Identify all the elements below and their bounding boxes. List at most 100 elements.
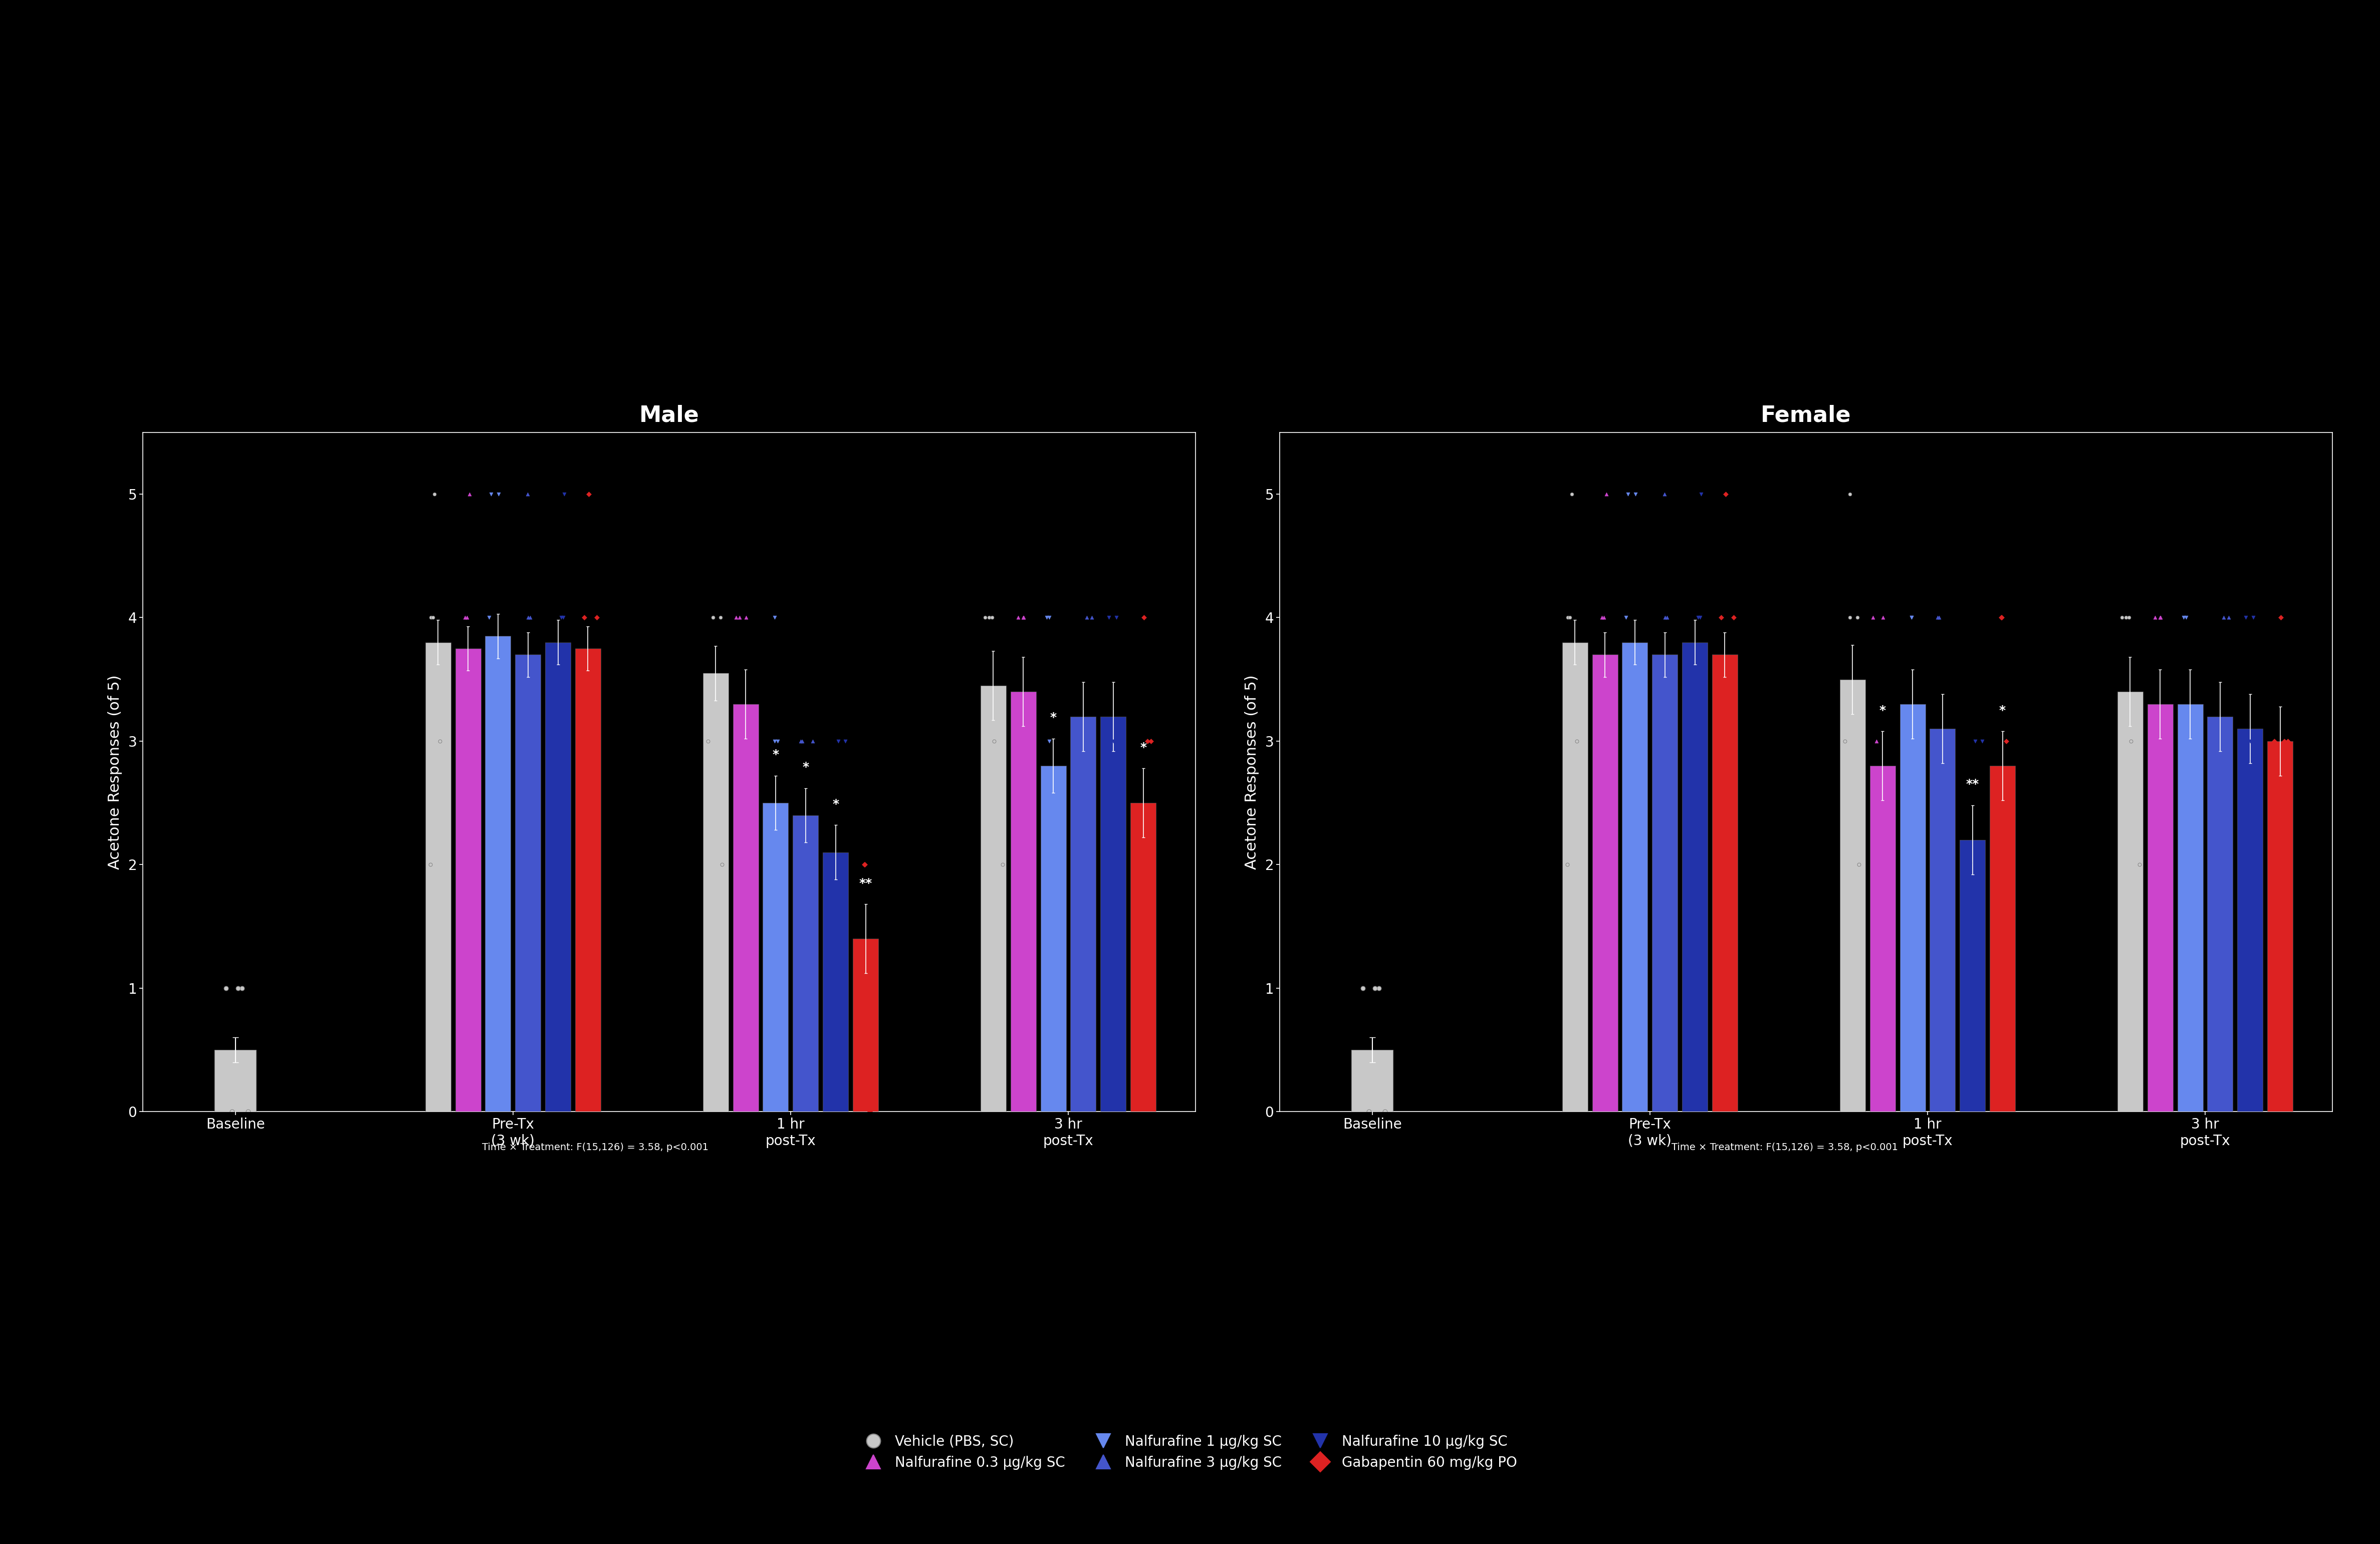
Point bbox=[1552, 605, 1590, 630]
Bar bbox=[1130, 803, 1157, 1112]
Point bbox=[716, 605, 754, 630]
Point bbox=[781, 729, 819, 753]
Point bbox=[1706, 482, 1745, 506]
Point bbox=[1128, 729, 1166, 753]
Text: *: * bbox=[774, 749, 778, 761]
Point bbox=[1930, 729, 1968, 753]
Point bbox=[1583, 605, 1621, 630]
Point bbox=[1680, 605, 1718, 630]
Bar bbox=[1711, 655, 1737, 1112]
Text: *: * bbox=[802, 761, 809, 774]
Point bbox=[2228, 729, 2266, 753]
Point bbox=[1825, 729, 1864, 753]
Point bbox=[1649, 852, 1687, 877]
Point bbox=[509, 482, 547, 506]
Point bbox=[545, 482, 583, 506]
Point bbox=[845, 852, 883, 877]
Title: Female: Female bbox=[1761, 405, 1852, 426]
Bar bbox=[702, 673, 728, 1112]
Bar bbox=[852, 939, 878, 1112]
Point bbox=[2104, 605, 2142, 630]
Point bbox=[1119, 852, 1157, 877]
Point bbox=[1918, 605, 1956, 630]
Point bbox=[1004, 605, 1042, 630]
Point bbox=[695, 605, 733, 630]
Point bbox=[1090, 729, 1128, 753]
Point bbox=[509, 729, 547, 753]
Point bbox=[814, 976, 852, 1001]
Point bbox=[2268, 729, 2306, 753]
Point bbox=[721, 605, 759, 630]
Point bbox=[481, 852, 519, 877]
Point bbox=[1854, 605, 1892, 630]
Point bbox=[2149, 729, 2187, 753]
Bar bbox=[2178, 704, 2204, 1112]
Point bbox=[826, 729, 864, 753]
Point bbox=[224, 976, 262, 1001]
Bar bbox=[2118, 692, 2142, 1112]
Point bbox=[1066, 852, 1104, 877]
Y-axis label: Acetone Responses (of 5): Acetone Responses (of 5) bbox=[1245, 675, 1259, 869]
Point bbox=[512, 852, 550, 877]
Point bbox=[1840, 852, 1878, 877]
Point bbox=[2192, 729, 2230, 753]
Point bbox=[781, 976, 819, 1001]
Text: Time × Treatment: F(15,126) = 3.58, p<0.001: Time × Treatment: F(15,126) = 3.58, p<0.… bbox=[481, 1143, 709, 1152]
Text: *: * bbox=[1140, 741, 1147, 753]
Point bbox=[509, 605, 547, 630]
Point bbox=[1952, 852, 1990, 877]
Point bbox=[1549, 605, 1587, 630]
Point bbox=[2202, 852, 2240, 877]
Point bbox=[1587, 482, 1626, 506]
Point bbox=[850, 1099, 888, 1124]
Point bbox=[2142, 605, 2180, 630]
Point bbox=[1357, 976, 1395, 1001]
Bar bbox=[486, 636, 512, 1112]
Point bbox=[1683, 482, 1721, 506]
Bar bbox=[1871, 766, 1894, 1112]
Point bbox=[1592, 852, 1630, 877]
Point bbox=[1616, 852, 1654, 877]
Point bbox=[207, 976, 245, 1001]
Point bbox=[1647, 729, 1685, 753]
Point bbox=[702, 852, 740, 877]
Bar bbox=[2147, 704, 2173, 1112]
Point bbox=[1071, 729, 1109, 753]
Point bbox=[971, 605, 1009, 630]
Bar bbox=[455, 648, 481, 1112]
Point bbox=[1028, 605, 1066, 630]
Bar bbox=[1561, 642, 1587, 1112]
Point bbox=[1892, 605, 1930, 630]
Point bbox=[1014, 729, 1052, 753]
Y-axis label: Acetone Responses (of 5): Acetone Responses (of 5) bbox=[107, 675, 121, 869]
Bar bbox=[1683, 642, 1706, 1112]
Point bbox=[1892, 605, 1930, 630]
Bar bbox=[1592, 655, 1618, 1112]
Bar bbox=[1652, 655, 1678, 1112]
Point bbox=[1359, 976, 1397, 1001]
Point bbox=[414, 605, 452, 630]
Legend: Vehicle (PBS, SC), Nalfurafine 0.3 μg/kg SC, Nalfurafine 1 μg/kg SC, Nalfurafine: Vehicle (PBS, SC), Nalfurafine 0.3 μg/kg… bbox=[857, 1430, 1523, 1475]
Point bbox=[2132, 852, 2171, 877]
Bar bbox=[1840, 679, 1866, 1112]
Point bbox=[2161, 729, 2199, 753]
Point bbox=[850, 976, 888, 1001]
Bar bbox=[1899, 704, 1925, 1112]
Bar bbox=[1959, 840, 1985, 1112]
Point bbox=[1366, 1099, 1404, 1124]
Point bbox=[1552, 482, 1590, 506]
Bar bbox=[2206, 716, 2232, 1112]
Point bbox=[2256, 729, 2294, 753]
Point bbox=[1609, 482, 1647, 506]
Text: *: * bbox=[1880, 704, 1885, 716]
Point bbox=[1000, 605, 1038, 630]
Point bbox=[1680, 729, 1718, 753]
Point bbox=[2106, 605, 2144, 630]
Point bbox=[754, 729, 793, 753]
Point bbox=[1097, 852, 1135, 877]
Point bbox=[2256, 852, 2294, 877]
Point bbox=[1587, 729, 1626, 753]
Point bbox=[476, 729, 514, 753]
Point bbox=[966, 605, 1004, 630]
Point bbox=[1549, 852, 1587, 877]
